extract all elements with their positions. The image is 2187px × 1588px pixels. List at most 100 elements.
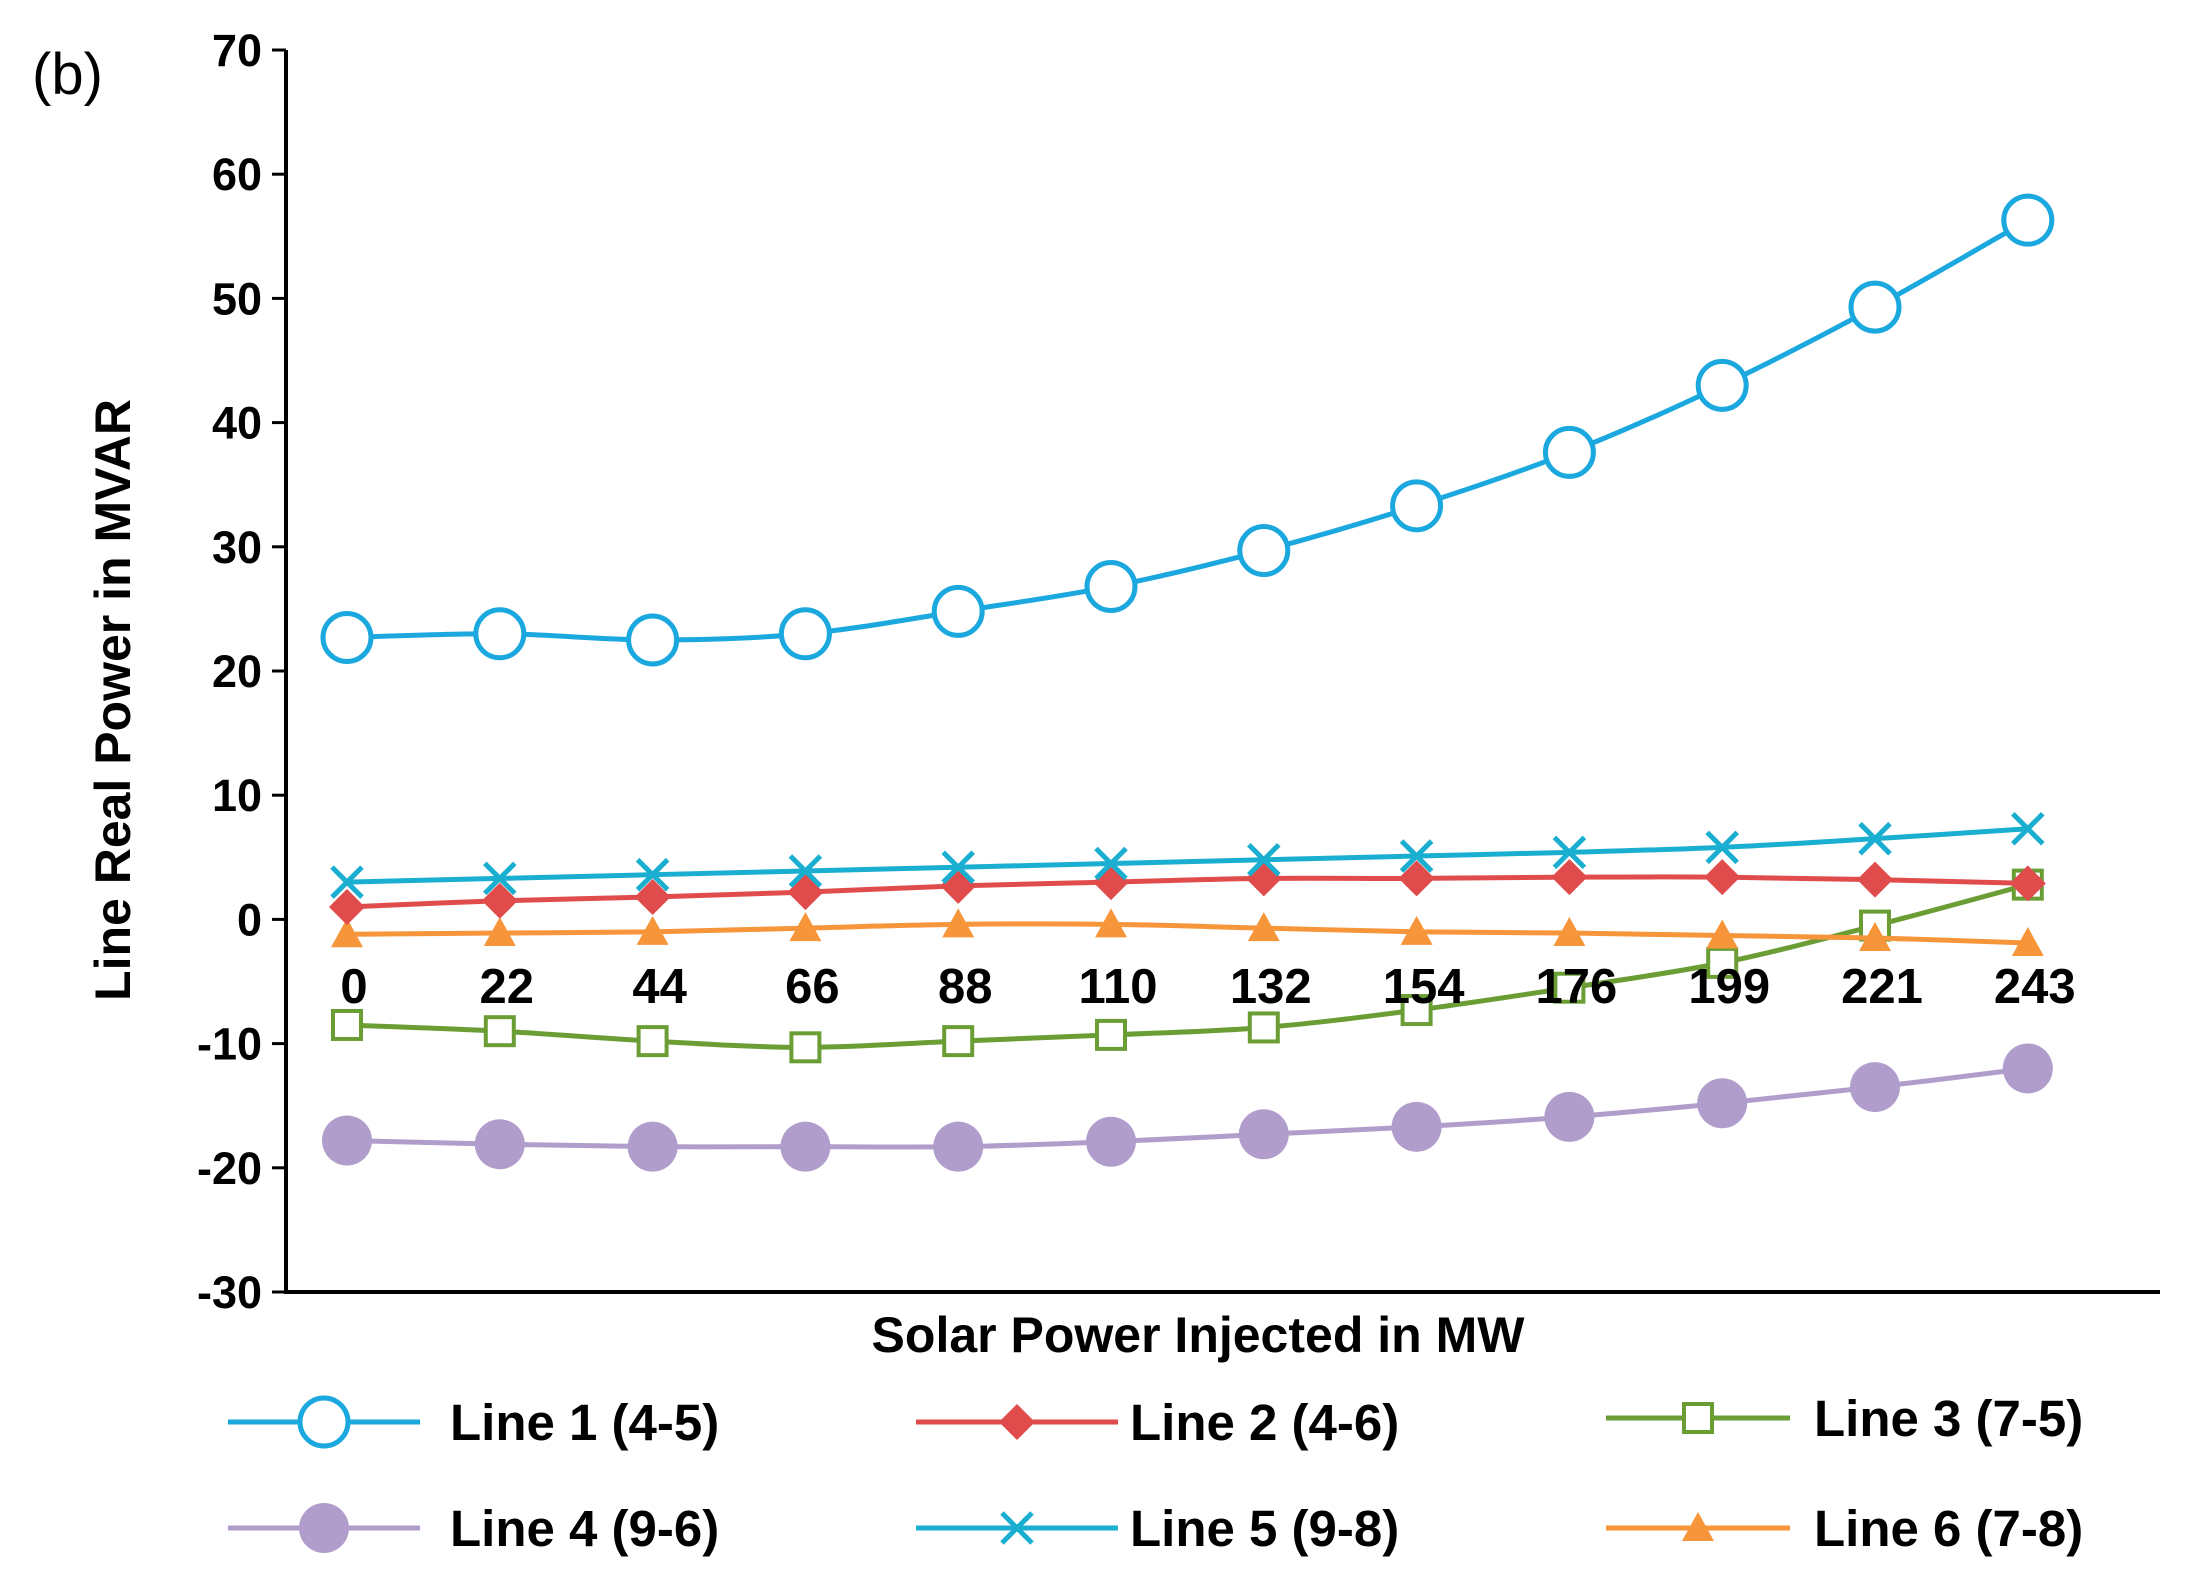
data-point — [787, 874, 824, 911]
legend-label: Line 5 (9-8) — [1130, 1500, 1399, 1557]
data-point — [473, 607, 527, 661]
x-tick-label: 110 — [1078, 960, 1157, 1014]
data-point — [1697, 1078, 1748, 1129]
data-point — [789, 1031, 822, 1064]
legend-label: Line 3 (7-5) — [1814, 1390, 2083, 1447]
data-point — [330, 865, 364, 899]
data-point — [940, 867, 977, 904]
series-1 — [320, 193, 2055, 667]
data-point — [942, 908, 975, 938]
data-point — [1858, 821, 1892, 856]
x-tick-label: 243 — [1994, 960, 2076, 1014]
data-point — [320, 610, 374, 664]
y-tick-label: 40 — [212, 398, 262, 449]
y-tick-label: 10 — [212, 770, 262, 821]
data-point — [1850, 1062, 1900, 1113]
data-point — [2001, 193, 2055, 247]
data-point — [1706, 919, 1739, 949]
legend: Line 1 (4-5) Line 2 (4-6) Line 3 (7-5) Line… — [228, 1390, 2083, 1557]
series-line — [346, 1065, 2029, 1150]
data-point — [778, 607, 832, 661]
series-3 — [331, 868, 2044, 1064]
data-point — [1391, 1101, 1442, 1152]
data-point — [1390, 479, 1444, 533]
data-point — [331, 918, 363, 948]
series-6 — [331, 908, 2044, 956]
data-point — [1551, 859, 1588, 896]
data-point — [2009, 865, 2046, 902]
data-point — [481, 882, 518, 919]
data-point — [1553, 971, 1586, 1004]
data-point — [1095, 908, 1127, 938]
data-point — [789, 912, 822, 942]
x-tick-label: 22 — [480, 960, 535, 1014]
data-point — [1400, 915, 1433, 945]
legend-item-4: Line 4 (9-6) — [228, 1500, 719, 1557]
data-point — [329, 888, 365, 925]
y-tick-label: -10 — [197, 1019, 262, 1070]
data-point — [1399, 839, 1434, 873]
data-point — [780, 1121, 831, 1172]
series-line — [346, 921, 2028, 946]
legend-swatch-marker — [299, 1503, 349, 1553]
x-axis-title: Solar Power Injected in MW — [872, 1307, 1526, 1363]
legend-label: Line 2 (4-6) — [1130, 1394, 1399, 1451]
legend-swatch-marker — [999, 1404, 1035, 1440]
data-point — [322, 1115, 372, 1166]
data-point — [1857, 861, 1893, 898]
data-point — [1544, 1091, 1595, 1142]
legend-item-1: Line 1 (4-5) — [228, 1394, 719, 1451]
panel-label: (b) — [32, 42, 103, 107]
data-point — [1237, 524, 1291, 578]
data-point — [941, 850, 975, 885]
data-point — [627, 1121, 678, 1172]
legend-label: Line 4 (9-6) — [450, 1500, 719, 1557]
data-point — [626, 613, 680, 667]
data-point — [636, 1025, 669, 1058]
legend-item-5: Line 5 (9-8) — [916, 1500, 1399, 1557]
data-point — [483, 1015, 516, 1048]
data-point — [1245, 860, 1282, 897]
data-point — [1238, 1109, 1289, 1160]
legend-item-2: Line 2 (4-6) — [916, 1394, 1399, 1451]
data-point — [1695, 358, 1749, 412]
y-tick-label: 60 — [212, 149, 262, 200]
data-point — [1398, 860, 1435, 897]
data-point — [634, 879, 671, 916]
data-point — [483, 917, 516, 947]
data-point — [1704, 859, 1741, 896]
data-point — [942, 1025, 975, 1058]
data-point — [1552, 835, 1587, 870]
y-tick-label: 30 — [212, 522, 262, 573]
x-tick-label: 132 — [1230, 960, 1312, 1014]
series-2 — [329, 859, 2046, 925]
data-point — [1084, 560, 1138, 614]
data-point — [483, 861, 517, 896]
data-point — [2011, 926, 2044, 956]
data-point — [635, 857, 670, 892]
data-point — [331, 1008, 363, 1041]
series-4 — [322, 1043, 2053, 1172]
x-tick-label: 88 — [938, 960, 993, 1014]
legend-swatch-marker — [1682, 1512, 1714, 1541]
data-point — [788, 854, 823, 888]
x-tick-label: 176 — [1536, 960, 1618, 1014]
data-point — [474, 1119, 525, 1170]
y-tick-label: 0 — [237, 894, 262, 945]
data-point — [1400, 994, 1433, 1027]
series-line — [346, 874, 2028, 910]
y-tick-label: -20 — [197, 1143, 262, 1194]
legend-label: Line 1 (4-5) — [450, 1394, 719, 1451]
x-tick-label: 0 — [340, 960, 367, 1014]
data-point — [931, 584, 985, 638]
data-point — [1247, 843, 1281, 877]
data-point — [933, 1121, 984, 1172]
data-point — [1859, 922, 1891, 952]
x-tick-label: 199 — [1688, 960, 1770, 1014]
data-point — [2002, 1043, 2053, 1094]
data-point — [2011, 811, 2045, 846]
y-tick-label: -30 — [197, 1267, 262, 1318]
data-point — [1848, 280, 1902, 334]
series-line — [346, 882, 2029, 1050]
series-line — [346, 826, 2028, 885]
